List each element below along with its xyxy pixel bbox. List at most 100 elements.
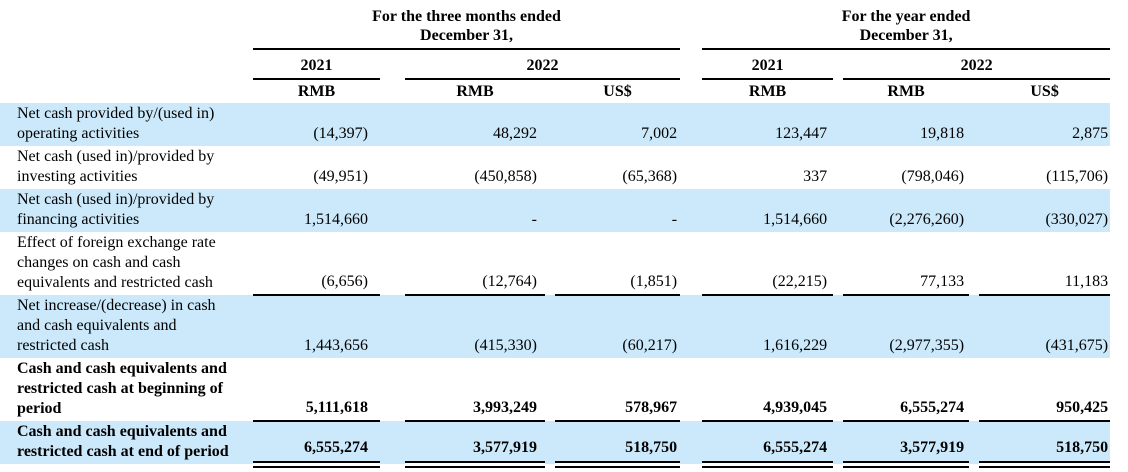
row-label: Net cash (used in)/provided by financing… — [0, 189, 253, 232]
header-empty-cell — [0, 49, 253, 79]
group-gap — [680, 295, 703, 358]
value-cell: 1,514,660 — [253, 189, 380, 232]
column-spacer — [969, 189, 980, 232]
currency-label: RMB — [297, 83, 336, 100]
header-period-row: For the three months ended December 31, … — [0, 0, 1111, 50]
value-cell: (330,027) — [979, 189, 1111, 232]
group-gap — [680, 79, 702, 103]
column-spacer — [969, 232, 979, 295]
value-cell: (798,046) — [901, 168, 965, 185]
header-year: For the year ended December 31, — [702, 0, 1111, 50]
value-cell: 77,133 — [843, 232, 970, 296]
value-cell: 1,514,660 — [702, 189, 834, 232]
header-empty-cell — [0, 79, 253, 103]
year-label-2022-q: 2022 — [405, 49, 681, 80]
value-cell: - — [405, 189, 545, 232]
currency-label: RMB — [748, 83, 787, 100]
value-cell: (49,951) — [313, 168, 368, 185]
column-spacer — [969, 79, 979, 103]
column-spacer — [380, 189, 405, 232]
header-empty-cell — [0, 0, 253, 49]
cash-flow-summary-table: For the three months ended December 31, … — [0, 0, 1111, 468]
value-cell: (2,977,355) — [843, 295, 970, 358]
row-net-change: Net increase/(decrease) in cash and cash… — [0, 295, 1111, 358]
group-gap — [680, 0, 702, 49]
value-cell: 3,577,919 — [405, 421, 545, 468]
group-gap — [680, 189, 703, 232]
column-spacer — [969, 146, 979, 189]
group-gap — [680, 49, 702, 79]
value-cell: (12,764) — [405, 232, 545, 296]
header-three-months: For the three months ended December 31, — [253, 0, 681, 50]
row-operating-activities: Net cash provided by/(used in) operating… — [0, 103, 1111, 146]
currency-label: US$ — [603, 83, 632, 100]
column-spacer — [969, 358, 979, 421]
column-spacer — [545, 189, 555, 232]
value-cell: 3,577,919 — [843, 421, 970, 468]
value-cell: 3,993,249 — [405, 358, 545, 422]
column-spacer — [969, 103, 980, 146]
value-cell: (431,675) — [979, 295, 1111, 358]
column-spacer — [545, 295, 555, 358]
row-financing-activities: Net cash (used in)/provided by financing… — [0, 189, 1111, 232]
column-spacer — [833, 189, 844, 232]
column-spacer — [833, 421, 844, 464]
value-cell: 7,002 — [555, 103, 681, 146]
column-spacer — [380, 79, 405, 103]
value-cell: (22,215) — [702, 232, 834, 296]
column-spacer — [833, 49, 843, 79]
value-cell: 19,818 — [843, 103, 970, 146]
year-label-2022-fy: 2022 — [843, 49, 1111, 80]
value-cell: 337 — [803, 168, 828, 185]
row-label: Net cash provided by/(used in) operating… — [0, 103, 253, 146]
column-spacer — [545, 421, 555, 464]
value-cell: 2,875 — [979, 103, 1111, 146]
year-label-2021-q: 2021 — [253, 49, 380, 80]
value-cell: 11,183 — [979, 232, 1111, 296]
header-currency-row: RMB RMB US$ RMB RMB US$ — [0, 79, 1110, 103]
column-spacer — [380, 232, 405, 295]
column-spacer — [833, 79, 843, 103]
column-spacer — [833, 295, 844, 358]
value-cell: 578,967 — [555, 358, 681, 422]
column-spacer — [969, 295, 980, 358]
value-cell: 518,750 — [979, 421, 1111, 468]
group-gap — [680, 103, 703, 146]
column-spacer — [969, 421, 980, 464]
row-label: Effect of foreign exchange rate changes … — [17, 234, 216, 291]
value-cell: 5,111,618 — [253, 358, 380, 422]
value-cell: (14,397) — [253, 103, 380, 146]
row-beginning-balance: Cash and cash equivalents and restricted… — [0, 358, 1111, 422]
column-spacer — [833, 103, 844, 146]
value-cell: 4,939,045 — [702, 358, 834, 422]
row-label: Cash and cash equivalents and restricted… — [0, 421, 253, 464]
row-label: Net cash (used in)/provided by investing… — [17, 148, 215, 185]
group-gap — [680, 421, 703, 464]
value-cell: (6,656) — [253, 232, 380, 296]
row-label: Net increase/(decrease) in cash and cash… — [0, 295, 253, 358]
column-spacer — [545, 358, 555, 421]
value-cell: 1,443,656 — [253, 295, 380, 358]
group-gap — [680, 232, 702, 295]
column-spacer — [545, 232, 555, 295]
row-investing-activities: Net cash (used in)/provided by investing… — [0, 146, 1110, 189]
column-spacer — [545, 103, 555, 146]
value-cell: (415,330) — [405, 295, 545, 358]
value-cell: 1,616,229 — [702, 295, 834, 358]
value-cell: 6,555,274 — [702, 421, 834, 468]
column-spacer — [833, 146, 843, 189]
column-spacer — [380, 358, 405, 421]
column-spacer — [380, 295, 405, 358]
column-spacer — [833, 358, 843, 421]
value-cell: (115,706) — [1046, 168, 1109, 185]
group-gap — [680, 358, 702, 421]
value-cell: 6,555,274 — [843, 358, 970, 422]
row-ending-balance: Cash and cash equivalents and restricted… — [0, 421, 1111, 468]
year-label-2021-fy: 2021 — [702, 49, 834, 80]
value-cell: 48,292 — [405, 103, 545, 146]
value-cell: (1,851) — [555, 232, 681, 296]
column-spacer — [380, 146, 405, 189]
column-spacer — [380, 49, 405, 79]
value-cell: (60,217) — [555, 295, 681, 358]
value-cell: (2,276,260) — [843, 189, 970, 232]
